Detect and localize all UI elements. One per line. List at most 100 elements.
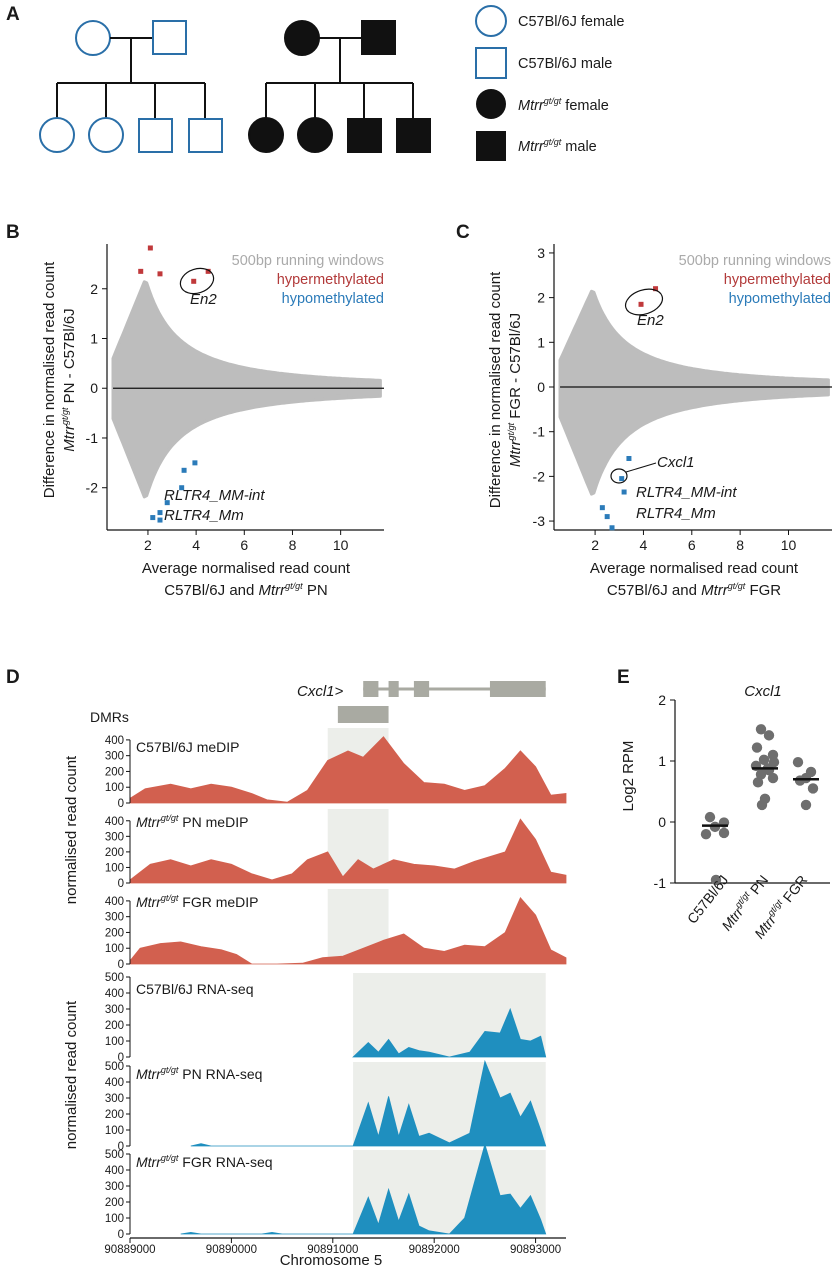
track-y-tick-label: 400 (105, 1077, 124, 1089)
panel-b-legend-hypo: hypomethylated (282, 291, 384, 307)
coverage-area (129, 896, 567, 965)
hypomethylated-point (192, 460, 198, 466)
running-window-point (814, 388, 820, 394)
track-y-tick-label: 100 (105, 1036, 124, 1048)
y-tick-label: 0 (537, 379, 545, 395)
e-y-tick-label: 1 (658, 753, 666, 769)
track-y-tick-label: 0 (118, 959, 124, 971)
track-y-tick-label: 500 (105, 972, 124, 984)
x-tick-label: 4 (640, 537, 648, 553)
sample-point (807, 783, 819, 794)
running-window-point (773, 379, 779, 385)
sample-point (792, 757, 804, 768)
pedigree-parent-male (361, 20, 396, 55)
hypomethylated-point (621, 489, 627, 495)
track-y-tick-label: 300 (105, 751, 124, 763)
track-y-tick-label: 200 (105, 927, 124, 939)
pedigree-parent-female (284, 20, 320, 56)
track-label-fgr-rnaseq: Mtrrgt/gt FGR RNA-seq (136, 1153, 273, 1170)
panel-d: D 0 100 200 300 400 0 100 200 300 400 0 100 200 300 40… (6, 667, 567, 1269)
pedigree-c57bl6j (39, 20, 223, 153)
track-y-tick-label: 0 (118, 878, 124, 890)
pedigree-legend: C57Bl/6J female C57Bl/6J male Mtrrgt/gt … (475, 5, 624, 161)
panel-e-ylabel: Log2 RPM (620, 741, 637, 812)
genome-x-tick-label: 90891000 (307, 1244, 358, 1256)
x-tick-label: 10 (333, 537, 349, 553)
genome-x-tick-label: 90892000 (409, 1244, 460, 1256)
track-y-tick-label: 200 (105, 1020, 124, 1032)
gene-exon (363, 681, 379, 697)
hypermethylated-point (157, 271, 163, 277)
hypomethylated-point (164, 500, 170, 506)
x-tick-label: 6 (688, 537, 696, 553)
sample-point (756, 799, 768, 811)
sample-point (767, 772, 779, 784)
filled-circle-icon (476, 89, 506, 119)
panel-c-rltr-mm-label: RLTR4_Mm (636, 505, 716, 522)
gene-exon (413, 681, 430, 697)
hypermethylated-point (653, 286, 659, 292)
track-y-tick-label: 500 (105, 1149, 124, 1161)
pedigree-parent-female (75, 20, 111, 56)
running-window-point (783, 388, 789, 394)
sample-point (751, 742, 763, 753)
panel-b-xlabel-2: C57Bl/6J and Mtrrgt/gt PN (164, 581, 327, 599)
legend-mtrr-male: Mtrrgt/gt male (518, 137, 597, 155)
y-tick-label: 3 (537, 245, 545, 261)
sample-point (800, 799, 812, 811)
open-circle-icon (475, 5, 507, 37)
panel-c-legend-hypo: hypomethylated (729, 291, 831, 307)
medip-ylabel: normalised read count (63, 755, 80, 904)
panel-d-xlabel: Chromosome 5 (280, 1252, 383, 1269)
track-y-tick-label: 100 (105, 943, 124, 955)
panel-b-legend-hyper: hypermethylated (277, 272, 384, 288)
e-y-tick-label: 2 (658, 692, 666, 708)
panel-c-en2-label: En2 (637, 312, 664, 329)
genome-x-tick-label: 90890000 (206, 1244, 257, 1256)
hypermethylated-point (638, 301, 644, 307)
dmr-box (337, 706, 389, 723)
running-window-point (798, 378, 804, 384)
hypermethylated-point (138, 268, 144, 274)
hypomethylated-point (599, 505, 605, 511)
coverage-area (180, 1142, 547, 1235)
running-window-point (342, 393, 348, 399)
panel-c-xlabel-2: C57Bl/6J and Mtrrgt/gt FGR (607, 581, 781, 599)
running-window-point (805, 380, 811, 386)
track-label-c57-rnaseq: C57Bl/6J RNA-seq (136, 981, 254, 997)
x-tick-label: 8 (736, 537, 744, 553)
running-windows-cloud (111, 280, 382, 499)
hypomethylated-point (604, 514, 610, 520)
track-y-tick-label: 100 (105, 862, 124, 874)
x-tick-label: 6 (240, 537, 248, 553)
panel-c-ylabel-2: Mtrrgt/gt FGR - C57Bl/6J (506, 313, 524, 467)
legend-mtrr-female: Mtrrgt/gt female (518, 96, 609, 114)
y-tick-label: -3 (533, 513, 546, 529)
track-y-tick-label: 0 (118, 1141, 124, 1153)
filled-square-icon (476, 131, 506, 161)
track-y-tick-label: 400 (105, 735, 124, 747)
track-y-tick-label: 100 (105, 1125, 124, 1137)
running-window-point (822, 382, 828, 388)
y-tick-label: -2 (86, 480, 99, 496)
hypomethylated-point (150, 515, 156, 521)
ma-plot-c: -3 -2 -1 0 1 2 3 2 4 6 8 10 (533, 244, 832, 553)
track-y-tick-label: 300 (105, 1181, 124, 1193)
track-y-tick-label: 200 (105, 1109, 124, 1121)
track-label-c57-medip: C57Bl/6J meDIP (136, 739, 239, 755)
dot-plot-e: -1 0 1 2 (654, 692, 830, 891)
y-tick-label: 2 (537, 290, 545, 306)
e-y-tick-label: 0 (658, 814, 666, 830)
x-tick-label: 10 (781, 537, 797, 553)
pedigree-offspring-male (347, 118, 382, 153)
panel-c-letter: C (456, 222, 470, 243)
track-y-tick-label: 400 (105, 1165, 124, 1177)
hypomethylated-point (179, 485, 185, 491)
track-y-tick-label: 200 (105, 766, 124, 778)
hypomethylated-point (181, 467, 187, 473)
coverage-area (129, 736, 567, 804)
track-y-tick-label: 0 (118, 1052, 124, 1064)
x-tick-label: 8 (289, 537, 297, 553)
panel-e-title: Cxcl1 (744, 683, 782, 700)
